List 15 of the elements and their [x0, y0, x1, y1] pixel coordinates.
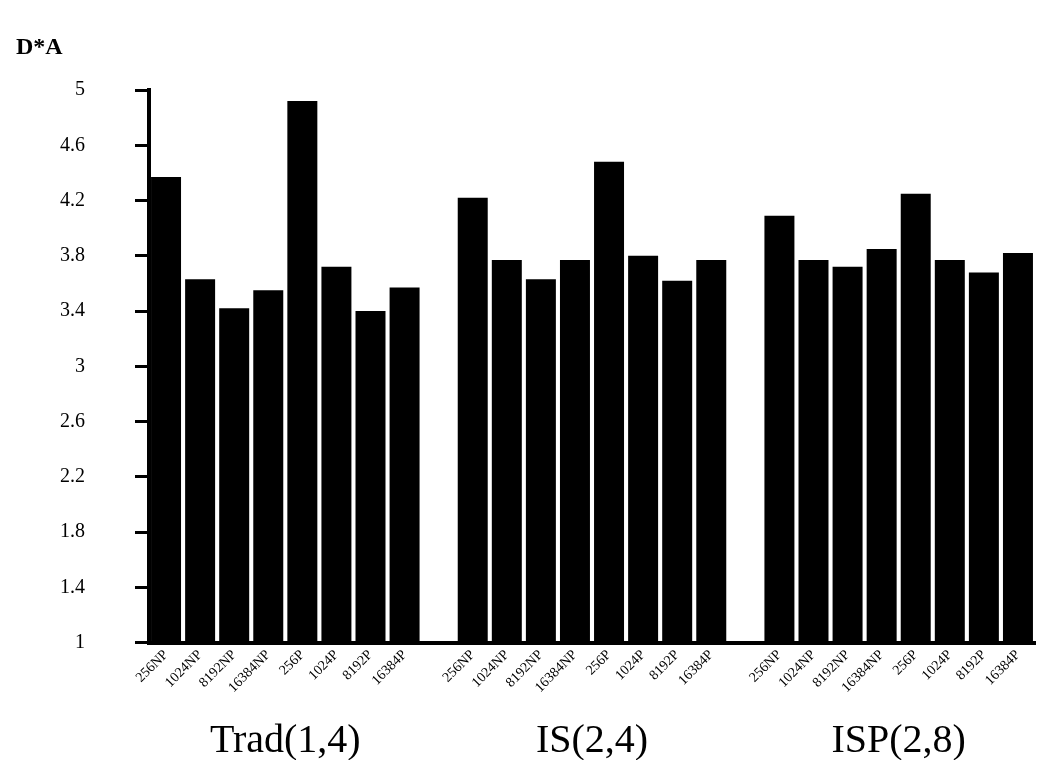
y-tick-label: 1 — [75, 629, 85, 652]
y-tick-label: 4.6 — [60, 132, 85, 155]
y-tick-label: 4.2 — [60, 187, 85, 210]
y-tick-label: 3.4 — [60, 298, 85, 321]
text: ISP(2,8) — [831, 716, 966, 760]
y-tick-label: 1.4 — [60, 574, 85, 597]
y-tick-label: 2.6 — [60, 408, 85, 431]
y-tick-label: 1.8 — [60, 519, 85, 542]
text: Trad(1,4) — [209, 716, 361, 760]
y-tick-label: 5 — [75, 77, 85, 100]
y-axis-title: D*A — [16, 33, 64, 60]
y-tick-label: 2.2 — [60, 464, 85, 487]
text: IS(2,4) — [535, 716, 649, 760]
y-tick-label: 3.8 — [60, 243, 85, 266]
y-tick-label: 3 — [75, 353, 85, 376]
